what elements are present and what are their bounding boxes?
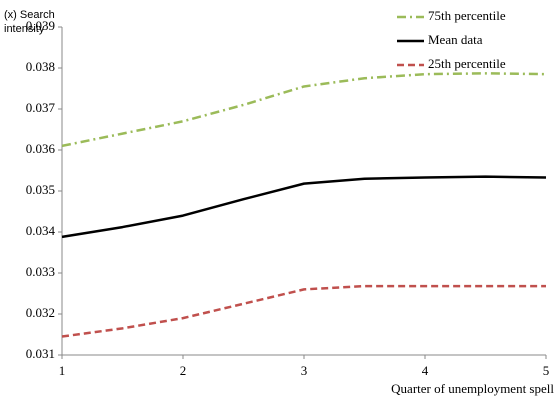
- x-axis-title: Quarter of unemployment spell: [391, 381, 554, 396]
- y-tick-label: 0.039: [26, 18, 55, 33]
- y-axis-title: (x) Search intensity: [4, 9, 55, 35]
- series-line: [61, 72, 547, 148]
- legend-label: 75th percentile: [428, 8, 506, 23]
- y-tick-label: 0.035: [26, 182, 55, 197]
- y-tick-label: 0.038: [26, 59, 55, 74]
- series-line: [61, 175, 547, 239]
- y-tick-label: 0.032: [26, 305, 55, 320]
- legend-label: 25th percentile: [428, 56, 506, 71]
- x-tick-label: 2: [180, 363, 187, 378]
- y-tick-label: 0.031: [26, 346, 55, 361]
- x-tick-label: 4: [422, 363, 429, 378]
- series-line: [61, 284, 546, 338]
- y-tick-label: 0.034: [26, 223, 56, 238]
- x-tick-label: 5: [543, 363, 550, 378]
- y-tick-label: 0.033: [26, 264, 55, 279]
- y-tick-label: 0.036: [26, 141, 56, 156]
- y-tick-label: 0.037: [26, 100, 56, 115]
- x-tick-label: 3: [301, 363, 308, 378]
- x-tick-label: 1: [59, 363, 66, 378]
- legend-label: Mean data: [428, 32, 483, 47]
